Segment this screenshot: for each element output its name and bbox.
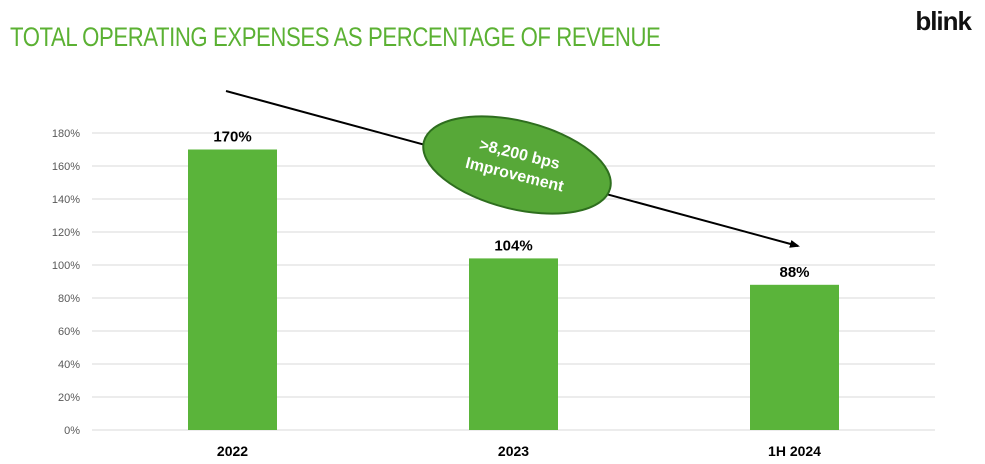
- y-tick-label: 20%: [58, 392, 80, 404]
- page-title: TOTAL OPERATING EXPENSES AS PERCENTAGE O…: [10, 22, 661, 52]
- callout-ellipse: [422, 115, 612, 215]
- y-axis-ticks: 0% 20% 40% 60% 80% 100% 120% 140% 160% 180%: [52, 128, 80, 437]
- x-axis-categories: 2022 2023 1H 2024: [217, 443, 821, 459]
- y-tick-label: 40%: [58, 359, 80, 371]
- data-labels: 170% 104% 88%: [213, 129, 809, 281]
- data-label: 104%: [494, 237, 532, 254]
- x-category-label: 2023: [498, 443, 529, 459]
- y-tick-label: 120%: [52, 227, 80, 239]
- y-tick-label: 160%: [52, 161, 80, 173]
- bar-1h-2024: [750, 284, 839, 430]
- y-tick-label: 60%: [58, 326, 80, 338]
- y-tick-label: 80%: [58, 293, 80, 305]
- x-category-label: 2022: [217, 443, 248, 459]
- improvement-callout: >8,200 bps Improvement: [422, 115, 612, 215]
- bar-2023: [469, 258, 558, 430]
- data-label: 88%: [779, 264, 809, 281]
- blink-logo: blink: [915, 6, 972, 36]
- y-tick-label: 140%: [52, 194, 80, 206]
- bar-2022: [188, 149, 277, 430]
- bars: [188, 149, 839, 430]
- y-tick-label: 0%: [64, 425, 80, 437]
- data-label: 170%: [213, 129, 251, 146]
- y-tick-label: 180%: [52, 128, 80, 140]
- y-tick-label: 100%: [52, 260, 80, 272]
- x-category-label: 1H 2024: [768, 443, 821, 459]
